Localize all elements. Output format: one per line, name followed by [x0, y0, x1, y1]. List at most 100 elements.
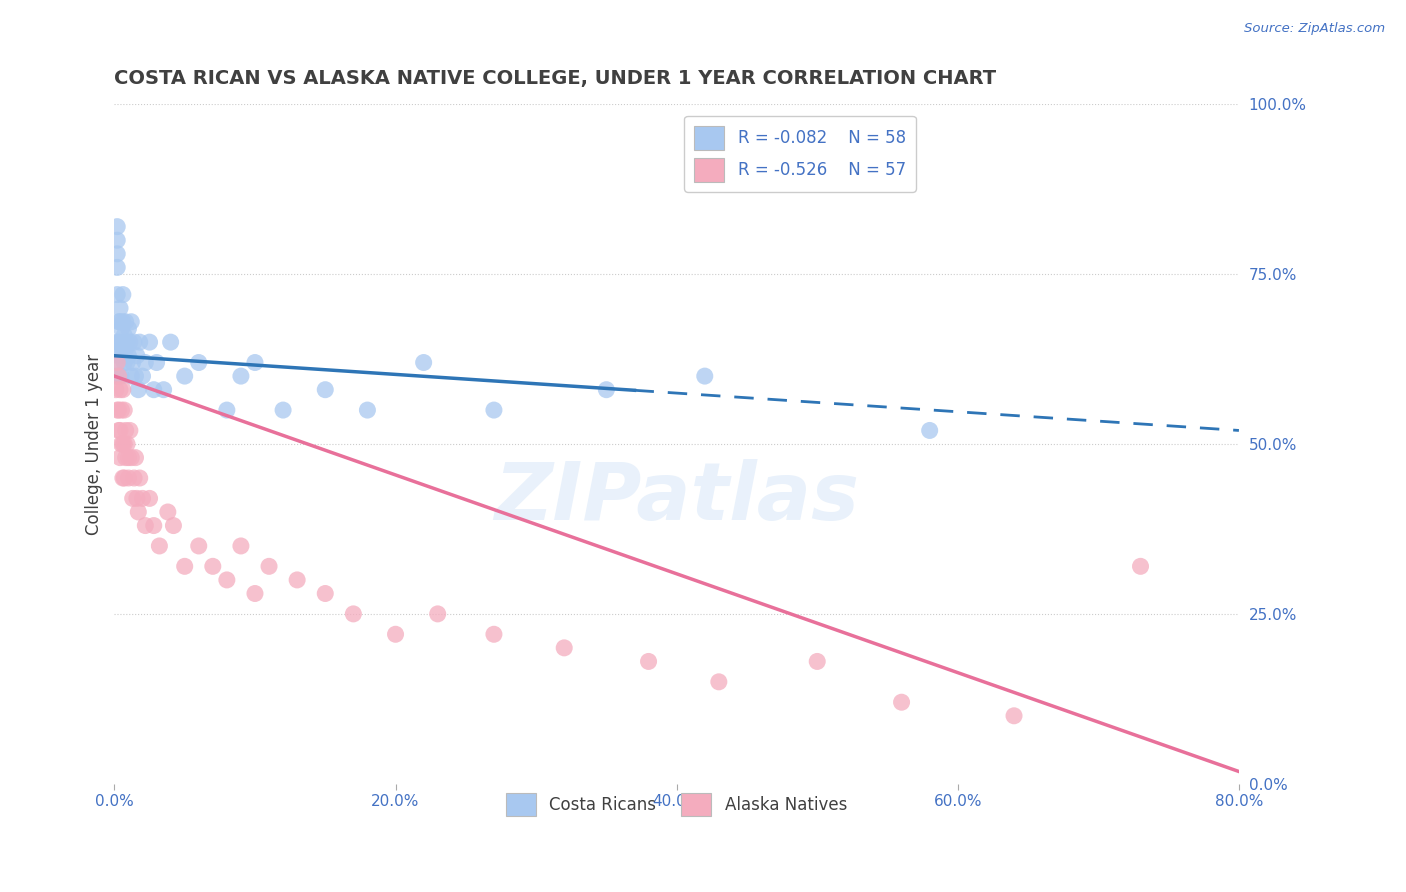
Point	[110, 403, 132, 417]
Point	[637, 655, 659, 669]
Point	[105, 233, 128, 247]
Point	[117, 349, 139, 363]
Point	[342, 607, 364, 621]
Y-axis label: College, Under 1 year: College, Under 1 year	[86, 353, 103, 534]
Point	[271, 403, 294, 417]
Point	[111, 315, 134, 329]
Point	[105, 355, 128, 369]
Point	[107, 424, 129, 438]
Point	[384, 627, 406, 641]
Point	[112, 355, 135, 369]
Point	[118, 335, 141, 350]
Point	[112, 328, 135, 343]
Point	[285, 573, 308, 587]
Point	[105, 403, 128, 417]
Point	[120, 450, 142, 465]
Point	[114, 315, 136, 329]
Point	[128, 335, 150, 350]
Point	[112, 403, 135, 417]
Point	[111, 437, 134, 451]
Point	[110, 437, 132, 451]
Legend: Costa Ricans, Alaska Natives: Costa Ricans, Alaska Natives	[499, 786, 853, 823]
Point	[117, 321, 139, 335]
Point	[122, 335, 145, 350]
Point	[595, 383, 617, 397]
Point	[108, 315, 131, 329]
Point	[115, 335, 138, 350]
Point	[120, 369, 142, 384]
Point	[114, 342, 136, 356]
Point	[314, 586, 336, 600]
Point	[426, 607, 449, 621]
Point	[229, 539, 252, 553]
Point	[134, 355, 156, 369]
Point	[187, 355, 209, 369]
Point	[111, 383, 134, 397]
Point	[110, 321, 132, 335]
Point	[127, 505, 149, 519]
Point	[215, 403, 238, 417]
Point	[104, 383, 127, 397]
Point	[107, 315, 129, 329]
Point	[243, 355, 266, 369]
Point	[482, 627, 505, 641]
Point	[707, 674, 730, 689]
Point	[201, 559, 224, 574]
Point	[107, 349, 129, 363]
Point	[890, 695, 912, 709]
Point	[114, 424, 136, 438]
Point	[482, 403, 505, 417]
Point	[142, 383, 165, 397]
Point	[122, 471, 145, 485]
Point	[138, 335, 160, 350]
Point	[145, 355, 167, 369]
Point	[553, 640, 575, 655]
Point	[108, 383, 131, 397]
Point	[117, 450, 139, 465]
Point	[134, 518, 156, 533]
Text: COSTA RICAN VS ALASKA NATIVE COLLEGE, UNDER 1 YEAR CORRELATION CHART: COSTA RICAN VS ALASKA NATIVE COLLEGE, UN…	[114, 69, 997, 87]
Point	[121, 491, 143, 506]
Point	[121, 355, 143, 369]
Point	[110, 349, 132, 363]
Point	[105, 260, 128, 275]
Point	[111, 342, 134, 356]
Point	[159, 335, 181, 350]
Text: ZIPatlas: ZIPatlas	[494, 459, 859, 537]
Point	[104, 355, 127, 369]
Point	[105, 287, 128, 301]
Point	[112, 471, 135, 485]
Point	[131, 491, 153, 506]
Point	[108, 450, 131, 465]
Point	[131, 369, 153, 384]
Point	[108, 301, 131, 315]
Point	[187, 539, 209, 553]
Point	[243, 586, 266, 600]
Point	[118, 424, 141, 438]
Point	[111, 287, 134, 301]
Point	[114, 450, 136, 465]
Point	[108, 335, 131, 350]
Point	[127, 383, 149, 397]
Text: Source: ZipAtlas.com: Source: ZipAtlas.com	[1244, 22, 1385, 36]
Point	[142, 518, 165, 533]
Point	[105, 247, 128, 261]
Point	[112, 437, 135, 451]
Point	[107, 335, 129, 350]
Point	[693, 369, 716, 384]
Point	[125, 491, 148, 506]
Point	[115, 355, 138, 369]
Point	[257, 559, 280, 574]
Point	[105, 219, 128, 234]
Point	[104, 335, 127, 350]
Point	[173, 559, 195, 574]
Point	[107, 369, 129, 384]
Point	[110, 369, 132, 384]
Point	[124, 369, 146, 384]
Point	[148, 539, 170, 553]
Point	[120, 315, 142, 329]
Point	[314, 383, 336, 397]
Point	[229, 369, 252, 384]
Point	[156, 505, 179, 519]
Point	[124, 450, 146, 465]
